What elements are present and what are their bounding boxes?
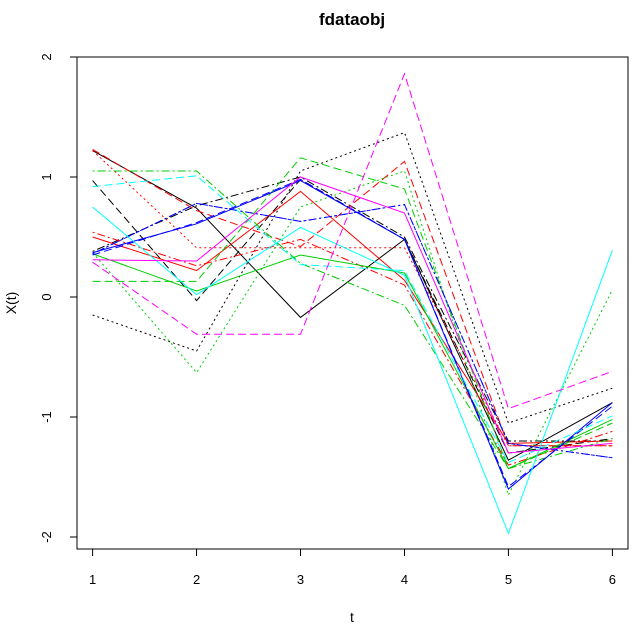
x-tick-label-3: 3 [297, 572, 304, 587]
y-tick-label-0: 0 [39, 293, 54, 300]
series-line-17 [92, 206, 613, 535]
series-line-12 [92, 170, 613, 470]
series-layer [92, 72, 613, 535]
x-axis-label: t [350, 609, 354, 625]
series-line-3 [92, 131, 613, 424]
y-tick-label-2: 2 [39, 53, 54, 60]
series-line-19 [92, 176, 613, 454]
series-line-2 [92, 178, 613, 454]
x-tick-label-5: 5 [505, 572, 512, 587]
series-line-14 [92, 178, 613, 488]
y-axis-label: X(t) [3, 292, 19, 315]
x-tick-label-1: 1 [89, 572, 96, 587]
y-axis: -2 -1 0 1 2 [39, 53, 78, 543]
y-tick-label-1: 1 [39, 173, 54, 180]
y-tick-label--1: -1 [39, 411, 54, 423]
series-line-4 [92, 176, 613, 442]
series-line-9 [92, 253, 613, 470]
series-line-15 [92, 202, 613, 459]
plot-frame [76, 56, 629, 550]
x-tick-label-4: 4 [401, 572, 408, 587]
series-line-1 [92, 150, 613, 461]
series-line-8 [92, 231, 613, 466]
series-line-20 [92, 72, 613, 410]
x-tick-label-6: 6 [609, 572, 616, 587]
series-line-13 [92, 180, 613, 490]
x-tick-label-2: 2 [193, 572, 200, 587]
series-line-10 [92, 157, 613, 470]
series-line-11 [92, 170, 613, 497]
x-axis: 1 2 3 4 5 6 [89, 548, 616, 587]
series-line-16 [92, 202, 613, 459]
series-line-18 [92, 175, 613, 464]
y-tick-label--2: -2 [39, 531, 54, 543]
chart-title: fdataobj [319, 10, 385, 29]
series-line-5 [92, 190, 613, 444]
